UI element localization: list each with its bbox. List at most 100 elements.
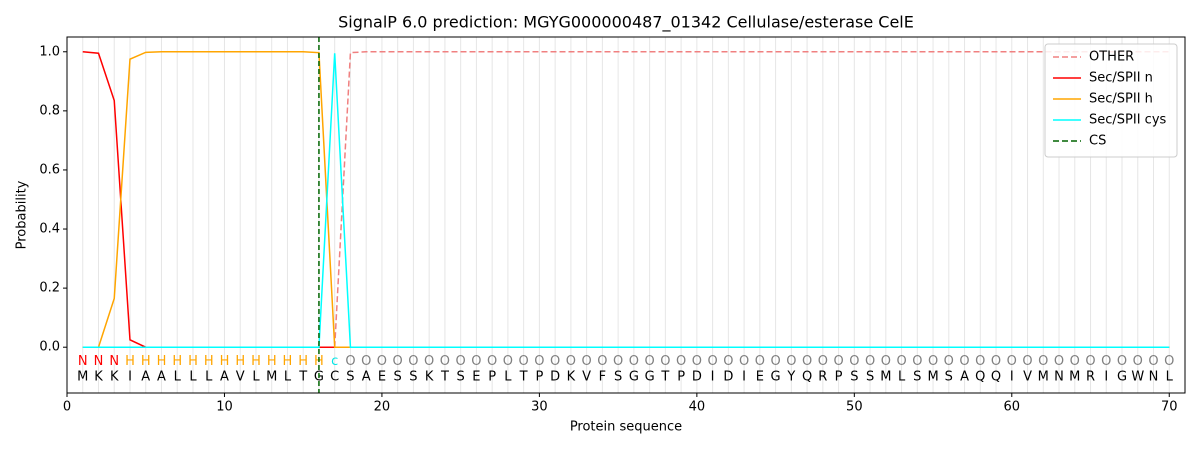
residue-label: V — [236, 369, 245, 384]
residue-label: Q — [802, 369, 812, 384]
region-label: O — [1054, 354, 1064, 369]
region-label: H — [298, 354, 308, 369]
series-line — [82, 51, 1170, 348]
region-label: O — [1070, 354, 1080, 369]
residue-label: M — [927, 369, 938, 384]
residue-label: D — [550, 369, 560, 384]
residue-label: S — [850, 369, 858, 384]
residue-label: S — [913, 369, 921, 384]
chart-title: SignalP 6.0 prediction: MGYG000000487_01… — [338, 13, 914, 33]
residue-label: A — [141, 369, 150, 384]
region-label: H — [157, 354, 167, 369]
region-label: O — [944, 354, 954, 369]
region-label: N — [94, 354, 104, 369]
region-label: H — [204, 354, 214, 369]
residue-label: A — [157, 369, 166, 384]
residue-label: E — [472, 369, 480, 384]
residue-label: A — [220, 369, 229, 384]
region-label: N — [109, 354, 119, 369]
region-label: O — [550, 354, 560, 369]
residue-label: P — [677, 369, 685, 384]
residue-label: S — [394, 369, 402, 384]
residue-label: T — [298, 369, 307, 384]
region-label: O — [361, 354, 371, 369]
region-label: O — [519, 354, 529, 369]
series-line — [82, 53, 1170, 348]
residue-label: F — [599, 369, 606, 384]
legend-label: Sec/SPII n — [1089, 71, 1153, 86]
legend-label: Sec/SPII cys — [1089, 113, 1167, 128]
residue-label: L — [174, 369, 182, 384]
region-label: O — [377, 354, 387, 369]
residue-label: P — [488, 369, 496, 384]
region-label: O — [896, 354, 906, 369]
region-label: O — [597, 354, 607, 369]
residue-label: L — [189, 369, 197, 384]
residue-label: G — [771, 369, 781, 384]
region-label: O — [566, 354, 576, 369]
region-label: O — [770, 354, 780, 369]
region-label: O — [959, 354, 969, 369]
region-label: O — [503, 354, 513, 369]
y-tick-label: 1.0 — [39, 44, 60, 59]
residue-label: K — [94, 369, 103, 384]
residue-label: G — [645, 369, 655, 384]
residue-label: Y — [786, 369, 795, 384]
x-tick-label: 60 — [1004, 400, 1021, 415]
region-label: O — [755, 354, 765, 369]
region-label: O — [676, 354, 686, 369]
region-label: O — [660, 354, 670, 369]
region-label: O — [723, 354, 733, 369]
region-label: H — [283, 354, 293, 369]
residue-label: M — [77, 369, 88, 384]
region-label: O — [613, 354, 623, 369]
residue-label: E — [756, 369, 764, 384]
residue-label: E — [378, 369, 386, 384]
residue-label: Q — [975, 369, 985, 384]
residue-label: S — [614, 369, 622, 384]
y-tick-label: 0.2 — [39, 281, 60, 296]
residue-label: R — [818, 369, 827, 384]
x-tick-label: 10 — [216, 400, 233, 415]
y-tick-label: 0.0 — [39, 340, 60, 355]
residue-label: K — [425, 369, 434, 384]
residue-label: D — [692, 369, 702, 384]
residue-label: M — [880, 369, 891, 384]
plot-frame — [66, 36, 1186, 394]
region-label: O — [1007, 354, 1017, 369]
region-label: H — [141, 354, 151, 369]
region-label: O — [345, 354, 355, 369]
residue-label: K — [110, 369, 119, 384]
region-label: O — [912, 354, 922, 369]
region-label: O — [692, 354, 702, 369]
region-label: O — [1117, 354, 1127, 369]
residue-label: A — [362, 369, 371, 384]
residue-label: L — [252, 369, 260, 384]
residue-label: L — [898, 369, 906, 384]
region-label: O — [582, 354, 592, 369]
region-label: H — [172, 354, 182, 369]
region-label: O — [456, 354, 466, 369]
region-label: O — [786, 354, 796, 369]
x-axis-label: Protein sequence — [570, 420, 682, 435]
residue-label: T — [660, 369, 669, 384]
residue-label: L — [284, 369, 292, 384]
residue-label: P — [835, 369, 843, 384]
residue-label: M — [1069, 369, 1080, 384]
residue-label: M — [266, 369, 277, 384]
region-label: O — [881, 354, 891, 369]
region-label: O — [818, 354, 828, 369]
region-label: c — [331, 354, 338, 369]
region-label: N — [78, 354, 88, 369]
residue-label: S — [866, 369, 874, 384]
region-label: O — [645, 354, 655, 369]
region-label: O — [1022, 354, 1032, 369]
y-tick-label: 0.8 — [39, 103, 60, 118]
residue-label: G — [629, 369, 639, 384]
x-tick-label: 20 — [374, 400, 391, 415]
residue-label: G — [1117, 369, 1127, 384]
x-tick-label: 50 — [846, 400, 863, 415]
region-label: H — [251, 354, 261, 369]
region-label: O — [991, 354, 1001, 369]
